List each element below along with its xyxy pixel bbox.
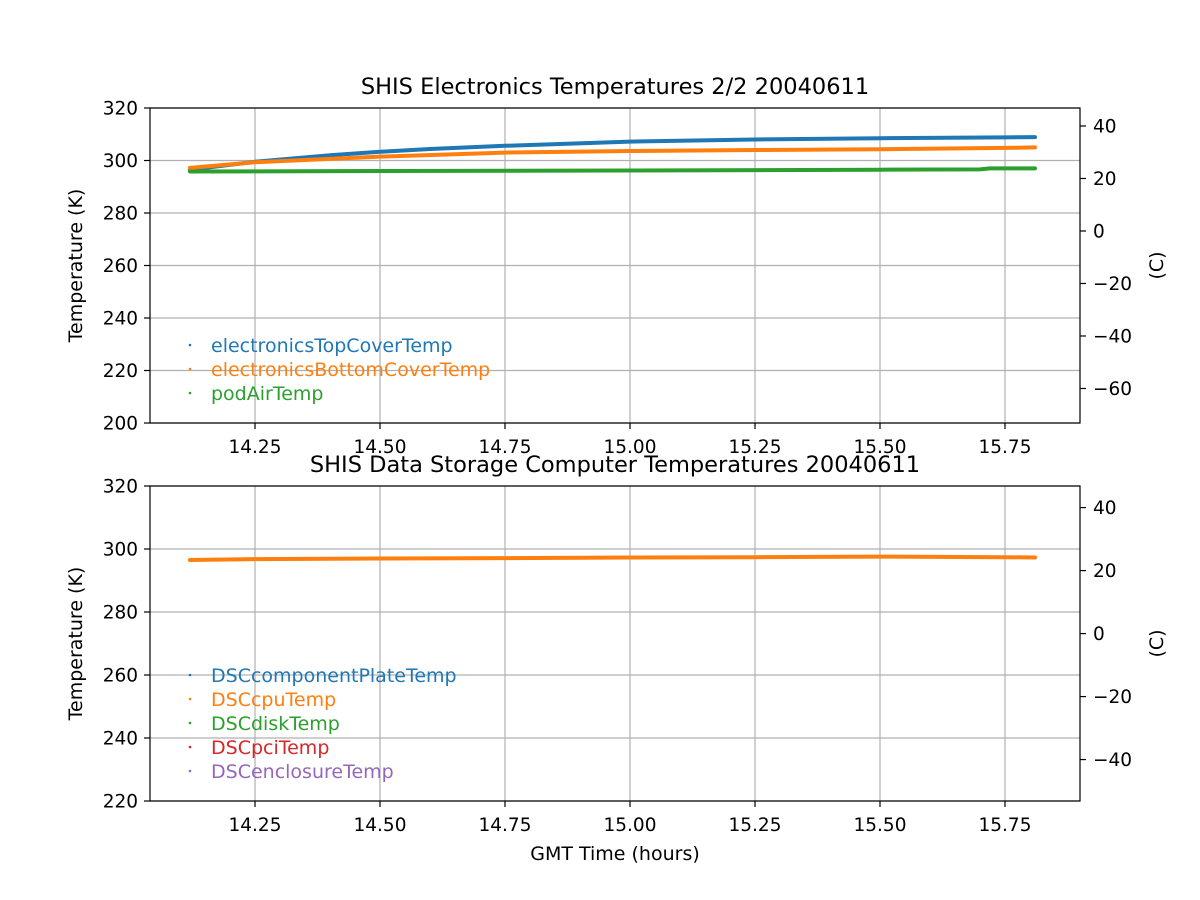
legend-marker xyxy=(188,367,192,371)
x-tick-label: 15.50 xyxy=(854,437,907,458)
legend-marker xyxy=(188,343,192,347)
y-tick-label: 220 xyxy=(103,361,138,382)
y2-tick-label: 40 xyxy=(1093,498,1117,519)
y2-axis-label: (C) xyxy=(1146,629,1168,657)
chart-panel-2: 14.25 14.50 14.75 15.00 15.25 15.50 15.75 220 24… xyxy=(65,452,1168,865)
y-tick-label: 320 xyxy=(103,477,138,498)
y2-tick-label: −60 xyxy=(1093,379,1132,400)
y2-tick-label: −20 xyxy=(1093,274,1132,295)
y2-tick-label: 0 xyxy=(1093,624,1105,645)
legend-entry: DSCpciTemp xyxy=(211,737,329,759)
legend-entry: electronicsTopCoverTemp xyxy=(211,335,453,357)
y-axis-label: Temperature (K) xyxy=(65,189,87,344)
x-tick-label: 15.00 xyxy=(604,815,657,836)
y-tick-label: 260 xyxy=(103,666,138,687)
y2-tick-label: −40 xyxy=(1093,326,1132,347)
x-tick-label: 14.75 xyxy=(479,437,532,458)
legend-entry: DSCenclosureTemp xyxy=(211,761,394,783)
y-axis-label: Temperature (K) xyxy=(65,567,87,722)
legend-marker xyxy=(188,721,192,725)
series-podAirTemp xyxy=(188,166,1037,174)
legend-entry: DSCcomponentPlateTemp xyxy=(211,665,457,687)
x-tick-label: 15.25 xyxy=(729,815,782,836)
series-electronicsTopCoverTemp xyxy=(188,135,1037,172)
chart-title: SHIS Electronics Temperatures 2/2 200406… xyxy=(361,74,869,100)
chart-panel-1: 14.25 14.50 14.75 15.00 15.25 15.50 15.7520022… xyxy=(65,74,1168,458)
y2-tick-label: 0 xyxy=(1093,221,1105,242)
y-tick-label: 280 xyxy=(103,603,138,624)
legend-marker xyxy=(188,745,192,749)
y-tick-label: 300 xyxy=(103,540,138,561)
legend-marker xyxy=(188,697,192,701)
series-DSCcpuTemp xyxy=(188,554,1037,562)
y2-tick-label: −40 xyxy=(1093,750,1132,771)
y2-axis-label: (C) xyxy=(1146,251,1168,279)
x-axis-label: GMT Time (hours) xyxy=(530,843,700,865)
y-tick-label: 220 xyxy=(103,792,138,813)
x-tick-label: 15.75 xyxy=(979,815,1032,836)
y-tick-label: 320 xyxy=(103,99,138,120)
x-tick-label: 15.50 xyxy=(854,815,907,836)
x-tick-label: 15.00 xyxy=(604,437,657,458)
y-tick-label: 200 xyxy=(103,414,138,435)
x-tick-label: 14.50 xyxy=(354,437,407,458)
y-tick-label: 240 xyxy=(103,729,138,750)
legend-entry: DSCcpuTemp xyxy=(211,689,336,711)
legend-entry: podAirTemp xyxy=(211,383,323,405)
x-tick-label: 14.50 xyxy=(354,815,407,836)
x-tick-label: 14.25 xyxy=(229,815,282,836)
y-tick-label: 240 xyxy=(103,309,138,330)
legend-marker xyxy=(188,391,192,395)
y-tick-label: 260 xyxy=(103,256,138,277)
y-tick-label: 300 xyxy=(103,151,138,172)
y2-tick-label: 40 xyxy=(1093,116,1117,137)
legend-entry: electronicsBottomCoverTemp xyxy=(211,359,490,381)
y2-tick-label: 20 xyxy=(1093,169,1117,190)
chart-title: SHIS Data Storage Computer Temperatures … xyxy=(310,452,920,478)
legend-marker xyxy=(188,673,192,677)
x-tick-label: 15.25 xyxy=(729,437,782,458)
legend-marker xyxy=(188,769,192,773)
x-tick-label: 15.75 xyxy=(979,437,1032,458)
y2-tick-label: 20 xyxy=(1093,561,1117,582)
x-tick-label: 14.25 xyxy=(229,437,282,458)
y-tick-label: 280 xyxy=(103,204,138,225)
x-tick-label: 14.75 xyxy=(479,815,532,836)
series-electronicsBottomCoverTemp xyxy=(188,145,1037,170)
axes-frame xyxy=(149,485,1081,802)
y2-tick-label: −20 xyxy=(1093,687,1132,708)
legend-entry: DSCdiskTemp xyxy=(211,713,340,735)
